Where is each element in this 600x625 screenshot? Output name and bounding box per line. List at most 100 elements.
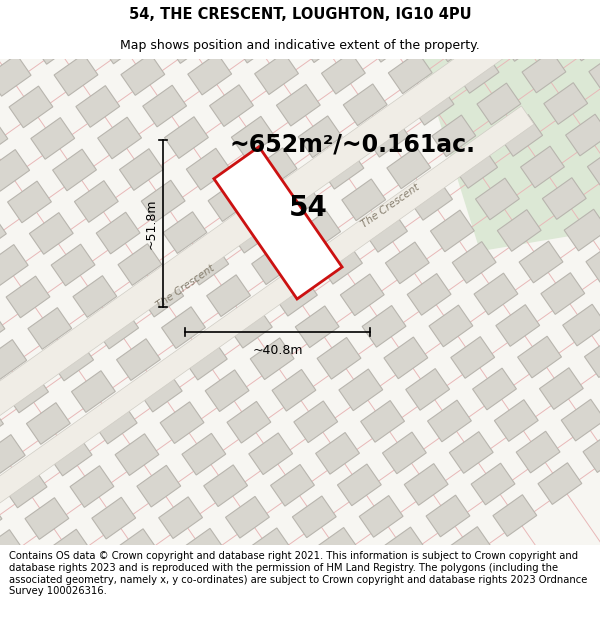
- Polygon shape: [361, 401, 404, 442]
- Polygon shape: [518, 336, 562, 378]
- Polygon shape: [74, 181, 118, 222]
- Polygon shape: [454, 147, 497, 188]
- Polygon shape: [0, 244, 28, 286]
- Polygon shape: [160, 402, 204, 444]
- Text: The Crescent: The Crescent: [359, 182, 421, 229]
- Polygon shape: [96, 213, 140, 254]
- Polygon shape: [521, 146, 565, 188]
- Polygon shape: [68, 561, 112, 602]
- Polygon shape: [95, 308, 139, 349]
- Polygon shape: [0, 54, 31, 96]
- Polygon shape: [365, 116, 409, 157]
- Polygon shape: [0, 308, 5, 350]
- Polygon shape: [297, 211, 341, 252]
- Polygon shape: [0, 529, 24, 571]
- Polygon shape: [429, 305, 473, 347]
- Polygon shape: [477, 83, 521, 125]
- Polygon shape: [185, 243, 229, 285]
- Polygon shape: [164, 117, 208, 158]
- Polygon shape: [253, 148, 297, 189]
- Polygon shape: [54, 54, 98, 96]
- Polygon shape: [187, 148, 230, 190]
- Polygon shape: [449, 432, 493, 473]
- Polygon shape: [566, 114, 600, 156]
- Polygon shape: [226, 496, 269, 538]
- Polygon shape: [336, 559, 380, 601]
- Polygon shape: [388, 52, 432, 94]
- Polygon shape: [249, 433, 293, 474]
- Polygon shape: [98, 117, 142, 159]
- Polygon shape: [409, 179, 452, 220]
- Text: The Crescent: The Crescent: [154, 263, 216, 311]
- Polygon shape: [362, 306, 406, 347]
- Polygon shape: [9, 86, 53, 128]
- Polygon shape: [230, 211, 274, 253]
- Polygon shape: [455, 51, 499, 93]
- Polygon shape: [92, 498, 136, 539]
- Polygon shape: [542, 177, 586, 219]
- Polygon shape: [274, 274, 317, 316]
- Polygon shape: [522, 51, 566, 92]
- Polygon shape: [587, 146, 600, 188]
- Polygon shape: [539, 368, 583, 409]
- Text: ~51.8m: ~51.8m: [145, 198, 158, 249]
- Polygon shape: [295, 306, 339, 348]
- Polygon shape: [166, 22, 210, 63]
- Polygon shape: [229, 306, 272, 348]
- Polygon shape: [0, 106, 534, 589]
- Polygon shape: [3, 466, 47, 508]
- Polygon shape: [47, 529, 91, 571]
- Polygon shape: [115, 434, 159, 476]
- Text: 54, THE CRESCENT, LOUGHTON, IG10 4PU: 54, THE CRESCENT, LOUGHTON, IG10 4PU: [128, 7, 472, 22]
- Polygon shape: [544, 82, 587, 124]
- Polygon shape: [337, 464, 381, 506]
- Polygon shape: [161, 307, 205, 349]
- Polygon shape: [76, 86, 120, 127]
- Polygon shape: [119, 149, 163, 191]
- Polygon shape: [519, 241, 563, 283]
- Polygon shape: [206, 275, 250, 316]
- Polygon shape: [410, 84, 454, 125]
- Polygon shape: [71, 371, 115, 413]
- Polygon shape: [51, 244, 95, 286]
- Polygon shape: [433, 20, 477, 62]
- Polygon shape: [384, 337, 428, 379]
- Polygon shape: [73, 276, 117, 318]
- Polygon shape: [278, 0, 322, 31]
- Polygon shape: [0, 498, 2, 540]
- Polygon shape: [545, 0, 589, 29]
- Polygon shape: [118, 244, 162, 286]
- Polygon shape: [254, 53, 298, 94]
- Polygon shape: [205, 370, 249, 411]
- Polygon shape: [209, 85, 253, 126]
- Polygon shape: [451, 337, 494, 378]
- Polygon shape: [381, 527, 425, 569]
- Polygon shape: [294, 401, 338, 442]
- Polygon shape: [0, 213, 7, 255]
- Polygon shape: [5, 371, 49, 413]
- Polygon shape: [204, 465, 248, 506]
- Polygon shape: [0, 403, 4, 445]
- Polygon shape: [53, 149, 97, 191]
- Polygon shape: [516, 431, 560, 473]
- Polygon shape: [32, 22, 76, 64]
- Polygon shape: [202, 560, 246, 602]
- Polygon shape: [340, 274, 384, 316]
- Polygon shape: [139, 370, 182, 412]
- Polygon shape: [420, 59, 600, 251]
- Polygon shape: [567, 19, 600, 61]
- Polygon shape: [320, 148, 364, 189]
- Polygon shape: [272, 369, 316, 411]
- Polygon shape: [493, 495, 537, 536]
- Polygon shape: [0, 149, 29, 191]
- Polygon shape: [403, 559, 446, 600]
- Polygon shape: [496, 304, 539, 346]
- Polygon shape: [428, 400, 472, 442]
- Polygon shape: [342, 179, 386, 221]
- Polygon shape: [233, 21, 277, 63]
- Polygon shape: [299, 21, 344, 62]
- Polygon shape: [271, 464, 314, 506]
- Polygon shape: [2, 561, 46, 603]
- Polygon shape: [48, 434, 92, 476]
- Polygon shape: [316, 432, 359, 474]
